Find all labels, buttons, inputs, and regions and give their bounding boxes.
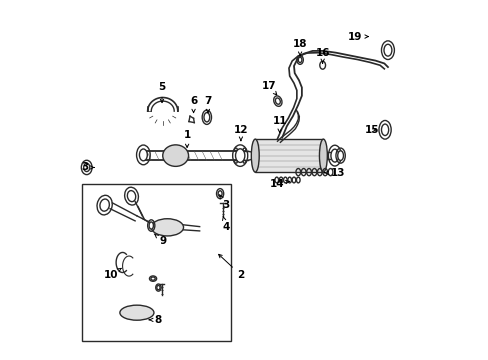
Bar bbox=[255, 139, 323, 172]
Text: 9: 9 bbox=[154, 234, 166, 246]
Text: 11: 11 bbox=[272, 116, 286, 132]
Ellipse shape bbox=[330, 149, 338, 162]
Ellipse shape bbox=[139, 149, 147, 161]
Bar bbox=[82, 184, 231, 341]
Text: 7: 7 bbox=[204, 96, 211, 113]
Ellipse shape bbox=[298, 57, 301, 63]
Ellipse shape bbox=[157, 285, 160, 290]
Text: 5: 5 bbox=[158, 82, 165, 103]
Ellipse shape bbox=[151, 277, 155, 280]
Text: 14: 14 bbox=[269, 179, 289, 189]
Ellipse shape bbox=[203, 113, 209, 122]
Text: 2: 2 bbox=[218, 255, 244, 280]
Text: 17: 17 bbox=[261, 81, 276, 95]
Text: 4: 4 bbox=[222, 216, 229, 231]
Text: 8: 8 bbox=[149, 315, 162, 325]
Ellipse shape bbox=[235, 149, 244, 162]
Ellipse shape bbox=[381, 124, 388, 135]
Ellipse shape bbox=[319, 139, 326, 172]
Ellipse shape bbox=[251, 139, 259, 172]
Text: 10: 10 bbox=[103, 268, 121, 280]
Ellipse shape bbox=[218, 191, 222, 197]
Ellipse shape bbox=[149, 222, 153, 229]
Ellipse shape bbox=[337, 151, 343, 161]
Text: 19: 19 bbox=[347, 32, 367, 41]
Ellipse shape bbox=[120, 305, 154, 320]
Text: 6: 6 bbox=[189, 96, 197, 113]
Text: 15: 15 bbox=[364, 125, 378, 135]
Ellipse shape bbox=[275, 98, 280, 104]
Ellipse shape bbox=[383, 44, 391, 56]
Text: 13: 13 bbox=[324, 168, 344, 178]
Ellipse shape bbox=[127, 190, 136, 202]
Ellipse shape bbox=[100, 199, 109, 211]
Text: 1: 1 bbox=[183, 130, 190, 148]
Text: 18: 18 bbox=[292, 40, 306, 55]
Ellipse shape bbox=[151, 219, 183, 236]
Ellipse shape bbox=[163, 145, 188, 166]
Text: 3: 3 bbox=[81, 162, 94, 172]
Ellipse shape bbox=[83, 163, 90, 172]
Text: 16: 16 bbox=[315, 48, 329, 63]
Text: 3: 3 bbox=[219, 195, 229, 210]
Text: 12: 12 bbox=[233, 125, 247, 140]
